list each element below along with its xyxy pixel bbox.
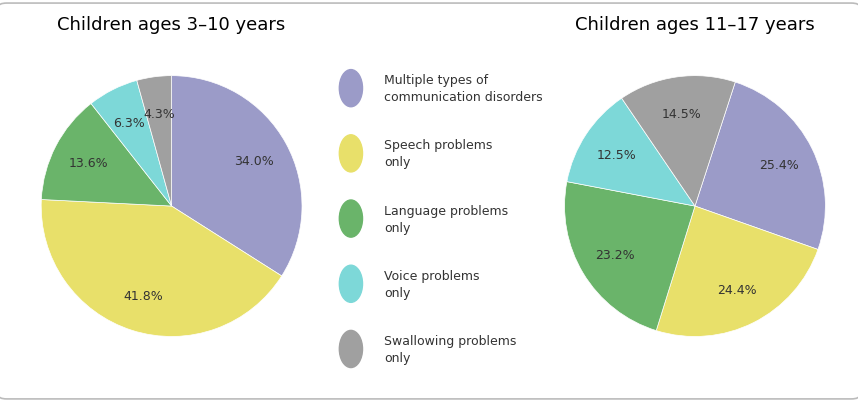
Text: 23.2%: 23.2% <box>595 248 634 261</box>
Title: Children ages 3–10 years: Children ages 3–10 years <box>57 16 286 34</box>
Circle shape <box>339 135 363 173</box>
Text: 6.3%: 6.3% <box>113 117 145 130</box>
Circle shape <box>339 330 363 368</box>
Wedge shape <box>91 81 172 207</box>
Wedge shape <box>41 104 172 207</box>
Text: Multiple types of
communication disorders: Multiple types of communication disorder… <box>384 74 543 104</box>
Text: 34.0%: 34.0% <box>234 155 274 168</box>
Wedge shape <box>41 200 281 337</box>
Title: Children ages 11–17 years: Children ages 11–17 years <box>575 16 815 34</box>
Text: 24.4%: 24.4% <box>717 284 757 297</box>
Text: 14.5%: 14.5% <box>662 107 702 120</box>
Wedge shape <box>136 77 172 207</box>
Text: Voice problems
only: Voice problems only <box>384 269 480 299</box>
Text: 25.4%: 25.4% <box>759 159 799 172</box>
Wedge shape <box>695 83 825 250</box>
Text: Speech problems
only: Speech problems only <box>384 139 492 169</box>
Text: 13.6%: 13.6% <box>69 157 108 170</box>
Circle shape <box>339 70 363 107</box>
Wedge shape <box>172 77 302 276</box>
Circle shape <box>339 200 363 238</box>
Text: 12.5%: 12.5% <box>596 149 637 162</box>
Circle shape <box>339 266 363 303</box>
Text: Language problems
only: Language problems only <box>384 204 509 234</box>
Wedge shape <box>567 99 695 207</box>
Wedge shape <box>565 182 695 331</box>
Text: 4.3%: 4.3% <box>143 107 175 120</box>
Wedge shape <box>656 207 818 337</box>
Text: Swallowing problems
only: Swallowing problems only <box>384 334 517 364</box>
FancyBboxPatch shape <box>0 4 858 399</box>
Text: 41.8%: 41.8% <box>124 289 163 302</box>
Wedge shape <box>622 77 735 207</box>
